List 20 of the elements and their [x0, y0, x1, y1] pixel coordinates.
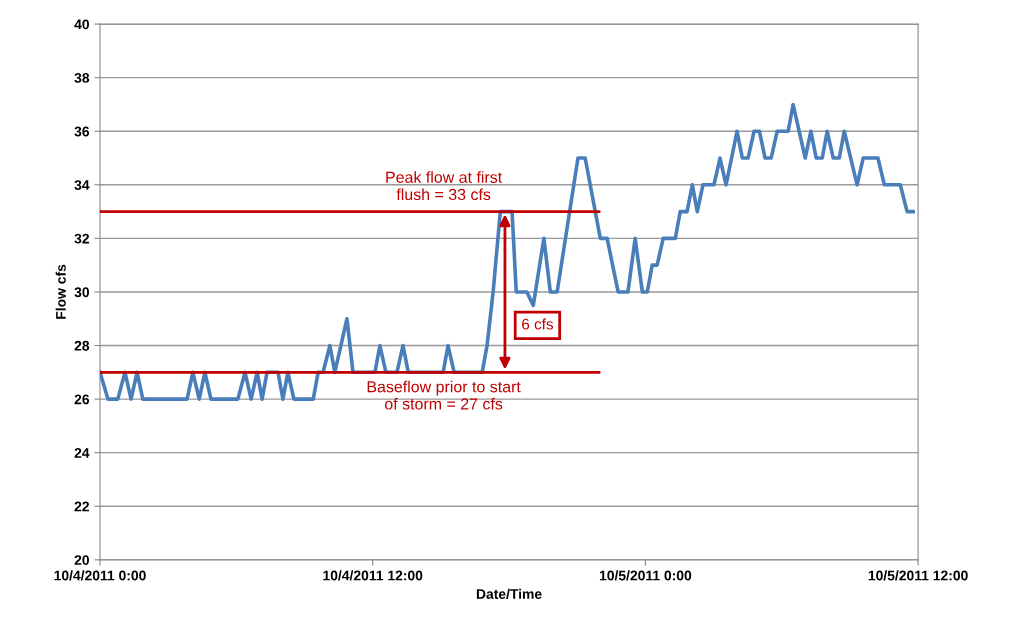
y-axis-title: Flow cfs — [55, 264, 66, 319]
x-tick-label: 10/5/2011 0:00 — [599, 570, 692, 581]
y-tick-label: 20 — [74, 555, 90, 565]
x-axis-title: Date/Time — [476, 588, 542, 600]
y-tick-label: 40 — [74, 19, 90, 30]
y-tick-label: 32 — [74, 233, 90, 244]
x-tick-label: 10/5/2011 12:00 — [868, 570, 968, 581]
x-tick-label: 10/4/2011 12:00 — [323, 570, 423, 581]
y-tick-label: 36 — [74, 126, 90, 137]
y-tick-label: 28 — [74, 340, 90, 351]
y-tick-label: 26 — [74, 394, 90, 405]
y-tick-label: 22 — [74, 501, 90, 512]
x-tick-label: 10/4/2011 0:00 — [54, 570, 146, 581]
y-tick-label: 30 — [74, 287, 90, 298]
legend-label: Baseflow prior to start of storm = 27 cfs — [367, 380, 521, 410]
y-tick-label: 34 — [74, 180, 90, 190]
y-tick-label: 24 — [74, 448, 90, 458]
y-tick-label: 38 — [74, 73, 90, 83]
ref-line-label: Peak flow at first flush = 33 cfs — [386, 171, 503, 201]
annotation: 6 cfs — [522, 318, 554, 330]
